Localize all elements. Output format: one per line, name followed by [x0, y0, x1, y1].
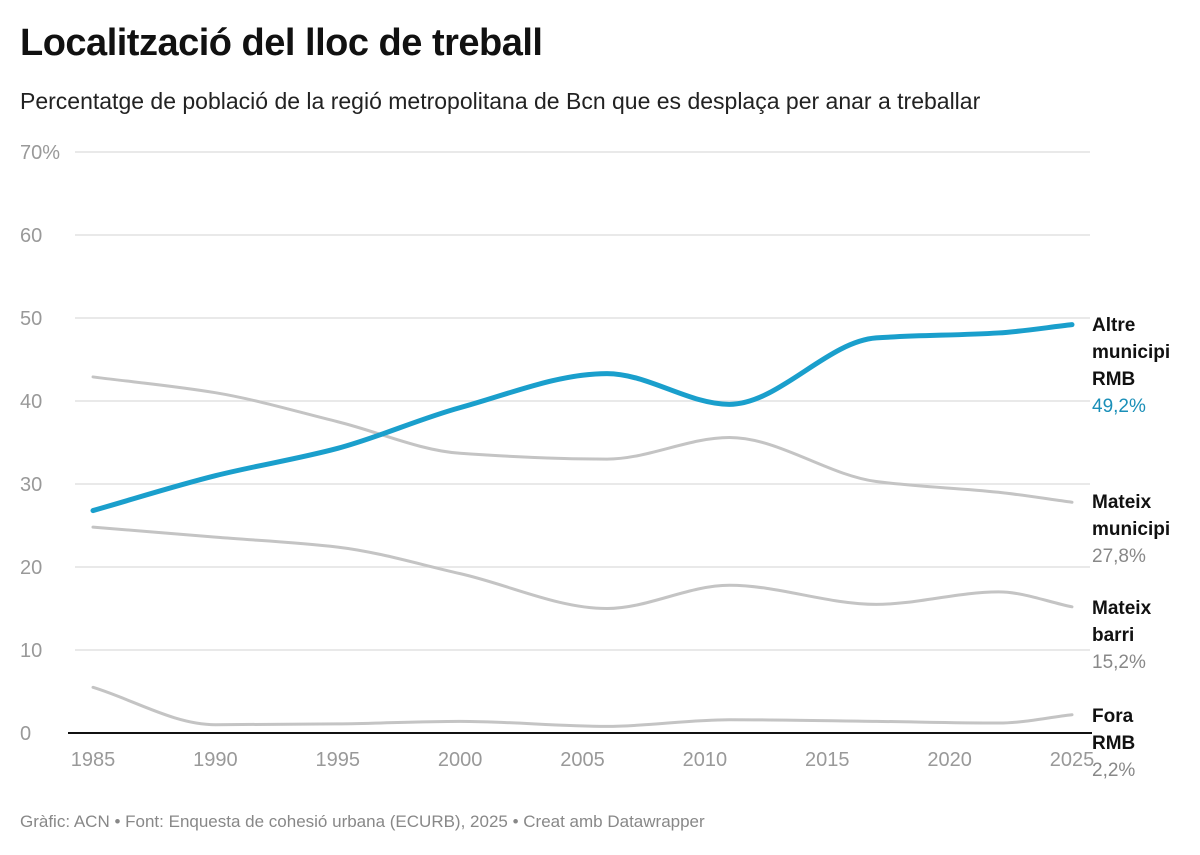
x-tick-label: 2005 [560, 749, 605, 771]
series-label: Mateix [1092, 598, 1152, 619]
series-label: barri [1092, 625, 1134, 646]
y-tick-label: 60 [20, 225, 42, 247]
series-line-mateix-barri [91, 525, 1074, 611]
y-tick-label: 20 [20, 557, 42, 579]
series-label: municipi [1092, 519, 1170, 540]
series-label: Mateix [1092, 492, 1152, 513]
y-tick-label: 70% [20, 142, 60, 164]
series-end-value: 49,2% [1092, 396, 1146, 417]
chart-title: Localització del lloc de treball [20, 22, 543, 64]
series-label: RMB [1092, 369, 1135, 390]
x-tick-label: 1995 [316, 749, 361, 771]
series-end-value: 15,2% [1092, 652, 1146, 673]
series-line-altre-municipi-rmb [90, 322, 1075, 514]
series-line-mateix-municipi [91, 375, 1074, 504]
y-tick-label: 40 [20, 391, 42, 413]
series-label: municipi [1092, 342, 1170, 363]
chart-footer: Gràfic: ACN • Font: Enquesta de cohesió … [20, 812, 705, 831]
series-label: Altre [1092, 315, 1135, 336]
x-tick-label: 2000 [438, 749, 483, 771]
x-tick-label: 2020 [927, 749, 972, 771]
series-label: Fora [1092, 706, 1134, 727]
series-end-value: 27,8% [1092, 546, 1146, 567]
x-tick-label: 2025 [1050, 749, 1095, 771]
y-tick-label: 10 [20, 640, 42, 662]
x-tick-label: 1990 [193, 749, 238, 771]
series-label: RMB [1092, 733, 1135, 754]
chart-subtitle: Percentatge de població de la regió metr… [20, 88, 981, 114]
x-tick-label: 1985 [71, 749, 116, 771]
y-tick-label: 30 [20, 474, 42, 496]
y-tick-label: 0 [20, 723, 31, 745]
x-tick-label: 2015 [805, 749, 850, 771]
series-end-value: 2,2% [1092, 760, 1135, 781]
y-tick-label: 50 [20, 308, 42, 330]
series-line-fora-rmb [91, 685, 1074, 728]
x-tick-label: 2010 [683, 749, 728, 771]
